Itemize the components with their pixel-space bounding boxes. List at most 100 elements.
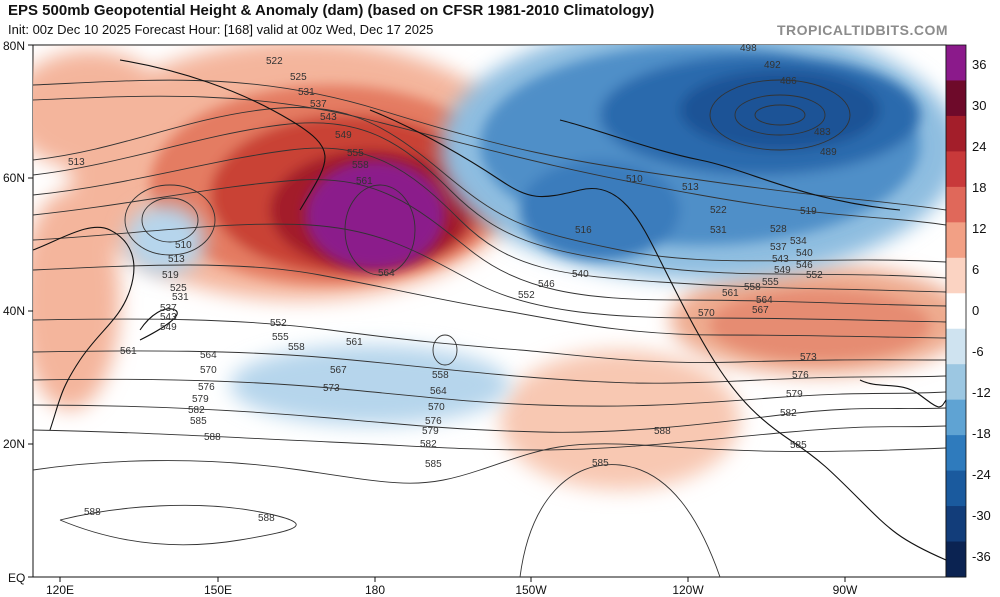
colorbar-swatch <box>946 435 966 472</box>
colorbar-tick-label: -30 <box>972 508 991 523</box>
contour-label: 525 <box>290 72 307 83</box>
contour-label: 555 <box>272 332 289 343</box>
colorbar-swatch <box>946 541 966 578</box>
colorbar-tick-label: 12 <box>972 221 986 236</box>
contour-label: 579 <box>422 426 439 437</box>
contour-label: 561 <box>722 288 739 299</box>
colorbar-tick-label: 30 <box>972 98 986 113</box>
lon-label-120w: 120W <box>672 583 704 597</box>
contour-label: 525 <box>170 283 187 294</box>
contour-label: 516 <box>575 225 592 236</box>
contour-label: 540 <box>796 248 813 259</box>
contour-label: 537 <box>160 303 177 314</box>
lat-label-80n: 80N <box>3 39 25 53</box>
colorbar-tick-label: 24 <box>972 139 986 154</box>
lon-label-150e: 150E <box>204 583 232 597</box>
contour-label: 585 <box>425 459 442 470</box>
map-subtitle: Init: 00z Dec 10 2025 Forecast Hour: [16… <box>8 22 434 37</box>
contour-label: 570 <box>698 308 715 319</box>
colorbar-swatch <box>946 151 966 188</box>
contour-label: 552 <box>518 290 535 301</box>
contour-label: 546 <box>538 279 555 290</box>
contour-label: 534 <box>790 236 807 247</box>
contour-label: 558 <box>352 160 369 171</box>
contour-label: 540 <box>572 269 589 280</box>
contour-label: 564 <box>756 295 773 306</box>
lat-label-20n: 20N <box>3 437 25 451</box>
colorbar-swatch <box>946 293 966 330</box>
contour-label: 552 <box>270 318 287 329</box>
contour-label: 585 <box>790 440 807 451</box>
contour-label: 558 <box>432 370 449 381</box>
contour-label: 570 <box>428 402 445 413</box>
contour-label: 585 <box>592 458 609 469</box>
contour-label: 552 <box>806 270 823 281</box>
contour-label: 519 <box>162 270 179 281</box>
contour-label: 555 <box>762 277 779 288</box>
map-title: EPS 500mb Geopotential Height & Anomaly … <box>8 2 655 19</box>
contour-label: 522 <box>710 205 727 216</box>
contour-label: 492 <box>764 60 781 71</box>
contour-label: 549 <box>774 265 791 276</box>
contour-label: 549 <box>335 130 352 141</box>
contour-label: 513 <box>168 254 185 265</box>
colorbar-swatch <box>946 328 966 365</box>
contour-label: 582 <box>420 439 437 450</box>
colorbar-swatch <box>946 506 966 543</box>
colorbar-tick-label: -36 <box>972 549 991 564</box>
contour-label: 588 <box>258 513 275 524</box>
colorbar-swatch <box>946 470 966 507</box>
colorbar-tick-label: -12 <box>972 385 991 400</box>
colorbar-tick-label: 0 <box>972 303 979 318</box>
height-contours <box>33 79 946 577</box>
colorbar-tick-label: -6 <box>972 344 984 359</box>
colorbar-swatch <box>946 186 966 223</box>
contour-label: 582 <box>188 405 205 416</box>
contour-label: 543 <box>160 312 177 323</box>
contour-label: 513 <box>68 157 85 168</box>
contour-label: 531 <box>172 292 189 303</box>
colorbar-swatch <box>946 257 966 294</box>
lat-label-40n: 40N <box>3 304 25 318</box>
contour-label: 561 <box>346 337 363 348</box>
contour-label: 564 <box>378 268 395 279</box>
contour-label: 573 <box>800 352 817 363</box>
contour-label: 483 <box>814 127 831 138</box>
colorbar-swatch <box>946 45 966 81</box>
contour-label: 561 <box>120 346 137 357</box>
colorbar: 36 30 24 18 12 6 0 -6 -12 -18 -24 -30 -36 <box>945 44 991 578</box>
contour-label: 582 <box>780 408 797 419</box>
contour-label: 561 <box>356 176 373 187</box>
lat-label-60n: 60N <box>3 171 25 185</box>
contour-label: 510 <box>626 174 643 185</box>
contour-label: 531 <box>298 87 315 98</box>
contour-label: 528 <box>770 224 787 235</box>
colorbar-tick-label: 6 <box>972 262 979 277</box>
contour-label: 576 <box>198 382 215 393</box>
contour-label: 537 <box>310 99 327 110</box>
contour-label: 543 <box>320 112 337 123</box>
contour-labels: 522 525 531 537 543 549 555 558 561 564 … <box>68 43 837 524</box>
contour-label: 576 <box>425 416 442 427</box>
contour-label: 519 <box>800 206 817 217</box>
contour-label: 570 <box>200 365 217 376</box>
contour-label: 579 <box>786 389 803 400</box>
contour-label: 486 <box>780 76 797 87</box>
lon-label-90w: 90W <box>833 583 858 597</box>
contour-label: 558 <box>744 282 761 293</box>
contour-label: 546 <box>796 260 813 271</box>
contour-label: 564 <box>430 386 447 397</box>
colorbar-tick-label: 36 <box>972 57 986 72</box>
lat-label-eq: EQ <box>8 571 25 585</box>
contour-label: 567 <box>330 365 347 376</box>
contour-label: 588 <box>654 426 671 437</box>
contour-label: 498 <box>740 43 757 54</box>
contour-label: 555 <box>347 148 364 159</box>
contour-label: 513 <box>682 182 699 193</box>
colorbar-swatch <box>946 80 966 117</box>
contour-label: 588 <box>204 432 221 443</box>
contour-label: 564 <box>200 350 217 361</box>
colorbar-swatch <box>946 399 966 436</box>
lon-label-150w: 150W <box>515 583 547 597</box>
